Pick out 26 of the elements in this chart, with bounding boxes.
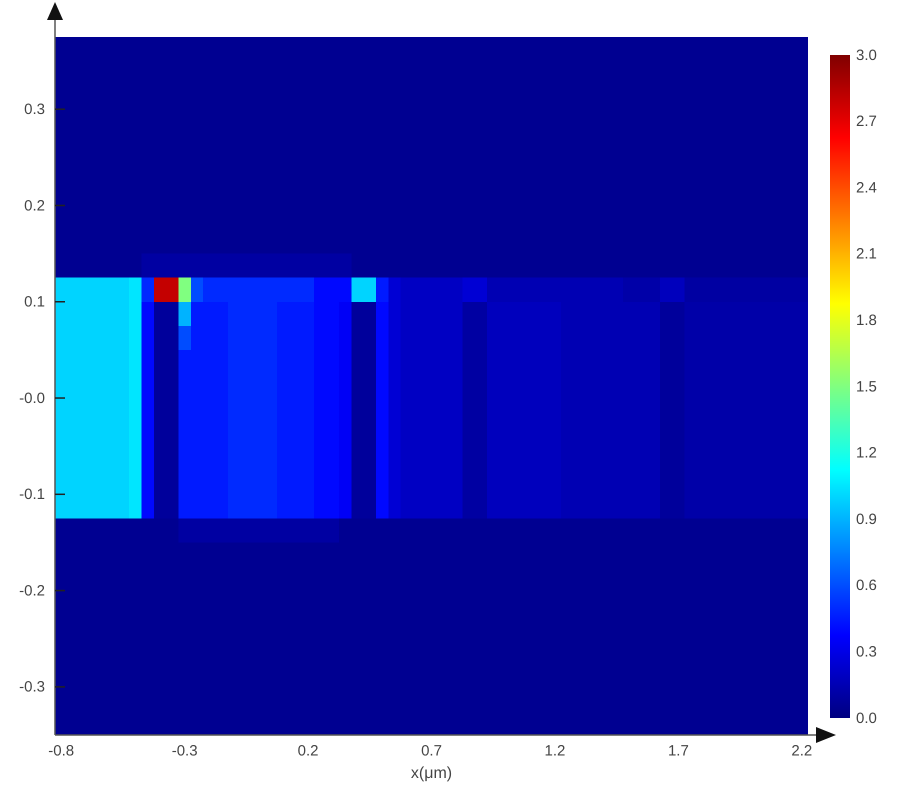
y-tick-label: -0.0 [19, 390, 45, 407]
x-axis-title: x(μm) [410, 765, 452, 782]
y-tick-label: -0.2 [19, 582, 45, 600]
color-bar-label: 0.9 [856, 510, 877, 528]
x-tick-label: 2.2 [791, 742, 812, 760]
color-bar-label: 0.6 [856, 577, 877, 594]
color-bar-label: 2.4 [856, 179, 877, 196]
x-tick-label: 1.7 [668, 742, 689, 760]
y-tick-label: 0.2 [24, 197, 45, 214]
color-bar-label: 1.5 [856, 378, 877, 396]
x-tick-label: 0.2 [298, 742, 318, 760]
color-bar-label: 1.2 [856, 444, 877, 462]
x-tick-label: -0.8 [48, 742, 74, 760]
color-bar-label: 0.0 [856, 710, 877, 727]
y-tick-label: -0.3 [19, 678, 45, 696]
color-bar-label: 2.1 [856, 246, 877, 263]
color-bar-label: 3.0 [856, 46, 877, 64]
color-bar-label: 2.7 [856, 113, 877, 130]
y-tick-label: 0.1 [24, 294, 45, 311]
y-tick-label: -0.1 [19, 486, 45, 504]
x-tick-label: 0.7 [421, 742, 442, 760]
y-tick-label: 0.3 [24, 101, 45, 118]
color-bar-label: 0.3 [856, 644, 877, 660]
x-tick-label: -0.3 [172, 742, 198, 760]
x-tick-label: 1.2 [544, 742, 566, 760]
color-bar-label: 1.8 [856, 312, 877, 329]
